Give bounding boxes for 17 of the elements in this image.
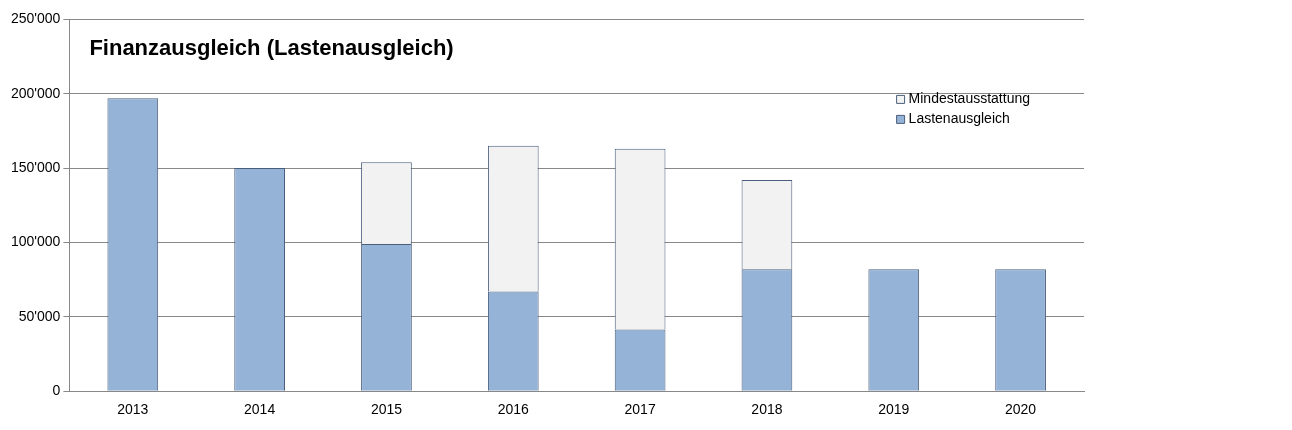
y-tick-label: 100'000 xyxy=(11,233,61,250)
x-tick-label: 2016 xyxy=(497,401,530,418)
y-tick-label: 200'000 xyxy=(11,84,61,101)
y-tick-label: 0 xyxy=(52,382,61,399)
y-tick-label: 150'000 xyxy=(11,158,61,175)
x-tick-label: 2014 xyxy=(244,401,276,418)
x-tick-label: 2018 xyxy=(751,401,783,418)
x-tick-label: 2020 xyxy=(1005,401,1037,418)
y-tick-label: 250'000 xyxy=(11,10,61,27)
x-tick-label: 2019 xyxy=(878,401,910,418)
x-tick-label: 2017 xyxy=(624,401,656,418)
legend-label: Mindestausstattung xyxy=(908,90,1030,107)
y-tick-label: 50'000 xyxy=(18,307,61,324)
text: Finanzausgleich (Lastenausgleich) xyxy=(89,35,454,61)
legend-label: Lastenausgleich xyxy=(908,110,1010,127)
x-tick-label: 2013 xyxy=(117,401,149,418)
x-tick-label: 2015 xyxy=(370,401,403,418)
